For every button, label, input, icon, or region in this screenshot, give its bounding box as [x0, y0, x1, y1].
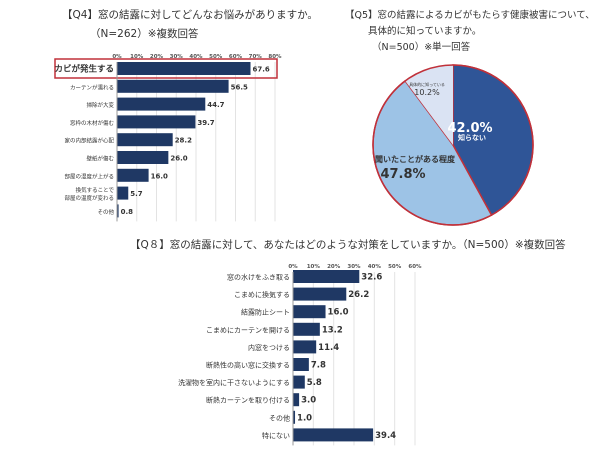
q8-tick-label: 40% [368, 264, 382, 270]
q8-title: 【Q８】窓の結露に対して、あなたはどのような対策をしていますか。（N=500）※… [130, 239, 566, 251]
q8-bar [293, 287, 347, 301]
q8-category-label: 特にない [262, 431, 290, 440]
q4-data-label: 67.6 [253, 66, 270, 74]
q8-tick-label: 30% [347, 264, 361, 270]
q8-tick-label: 60% [408, 264, 422, 270]
q4-category-label: 壁紙が傷む [86, 155, 114, 163]
q4-subtitle: （N=262）※複数回答 [90, 28, 199, 40]
q8-tick-label: 0% [288, 264, 298, 270]
q4-bar [117, 204, 119, 218]
pie-category-label: 知らない [457, 133, 486, 142]
q4-category-label: その他 [97, 208, 114, 216]
pie-value-label: 10.2% [414, 88, 440, 97]
q8-data-label: 5.8 [307, 378, 322, 388]
q4-bar [117, 62, 251, 75]
q4-tick-label: 40% [189, 54, 203, 60]
pie-category-label: 具体的に知っている [409, 81, 445, 87]
q8-data-label: 26.2 [348, 290, 369, 300]
q8-bar [293, 322, 320, 336]
q8-category-label: 結露防止シート [241, 308, 290, 317]
q4-data-label: 16.0 [151, 172, 168, 180]
q8-category-label: その他 [269, 413, 290, 422]
q4-category-label: 掃除が大変 [86, 101, 114, 109]
pie-outline [372, 64, 534, 226]
pie-value-label: 47.8% [380, 167, 425, 182]
q4-tick-label: 10% [130, 54, 144, 60]
q4-data-label: 56.5 [231, 83, 248, 91]
q4-bar [117, 79, 229, 93]
q8-bar [293, 410, 296, 424]
q4-category-label: カーテンが濡れる [70, 83, 114, 91]
q4-bar [117, 186, 129, 200]
q8-category-label: 内窓をつける [248, 343, 290, 352]
q8-bar [293, 428, 374, 442]
q4-highlight-box [54, 58, 278, 79]
q4-title: 【Q4】窓の結露に対してどんなお悩みがありますか。 [62, 9, 318, 21]
q4-data-label: 44.7 [207, 101, 224, 109]
q4-data-label: 26.0 [170, 155, 187, 163]
q8-data-label: 39.4 [375, 431, 396, 441]
q5-title-2: 具体的に知っていますか。 [368, 26, 482, 37]
q8-category-label: 断熱性の高い窓に交換する [206, 361, 290, 370]
q4-bar [117, 115, 196, 129]
q8-data-label: 11.4 [318, 343, 339, 353]
q4-tick-label: 20% [150, 54, 164, 60]
q8-data-label: 1.0 [297, 413, 312, 423]
q4-tick-label: 50% [209, 54, 223, 60]
q4-category-label: 換気することで [76, 186, 115, 194]
pie-category-label: 聞いたことがある程度 [375, 154, 456, 164]
q8-tick-label: 50% [388, 264, 402, 270]
q4-category-label: 家の内部結露が心配 [64, 137, 114, 145]
q8-data-label: 13.2 [322, 325, 343, 335]
q4-bar [117, 168, 149, 182]
q4-tick-label: 0% [112, 54, 122, 60]
q8-data-label: 16.0 [328, 308, 349, 318]
q8-bar [293, 393, 300, 407]
q4-data-label: 0.8 [121, 208, 134, 216]
q4-bar [117, 133, 173, 147]
pie-value-label: 42.0% [447, 121, 492, 136]
q4-tick-label: 30% [170, 54, 184, 60]
q8-category-label: こまめにカーテンを開ける [206, 326, 290, 334]
q8-category-label: こまめに換気する [234, 290, 290, 299]
q8-category-label: 洗濯物を室内に干さないようにする [178, 378, 290, 387]
q4-data-label: 5.7 [130, 190, 143, 198]
q4-category-label: カビが発生する [54, 64, 114, 75]
q8-data-label: 32.6 [361, 273, 382, 283]
q8-bar [293, 340, 317, 354]
q4-category-label: 部屋の温度が変わる [64, 194, 114, 202]
q4-category-label: 窓枠の木材が傷む [70, 119, 115, 127]
q8-data-label: 3.0 [301, 396, 316, 406]
q5-title: 【Q5】窓の結露によるカビがもたらす健康被害について、 [345, 10, 595, 21]
q4-data-label: 39.7 [197, 119, 214, 127]
q8-category-label: 断熱カーテンを取り付ける [206, 396, 290, 405]
q4-tick-label: 70% [249, 54, 263, 60]
q4-tick-label: 80% [268, 54, 282, 60]
q4-bar [117, 151, 169, 164]
q5-subtitle: （N=500）※単一回答 [372, 42, 471, 53]
q8-bar [293, 270, 360, 283]
q8-tick-label: 10% [307, 264, 321, 270]
q4-data-label: 28.2 [175, 137, 192, 145]
q4-tick-label: 60% [229, 54, 243, 60]
q4-category-label: 部屋の湿度が上がる [64, 172, 114, 180]
q8-category-label: 窓の水けをふき取る [227, 273, 290, 282]
q8-bar [293, 375, 305, 389]
q8-tick-label: 20% [327, 264, 341, 270]
q8-data-label: 7.8 [311, 361, 326, 371]
q4-bar [117, 97, 206, 111]
q8-bar [293, 305, 326, 319]
q8-bar [293, 358, 309, 371]
pie-slice [405, 65, 453, 145]
